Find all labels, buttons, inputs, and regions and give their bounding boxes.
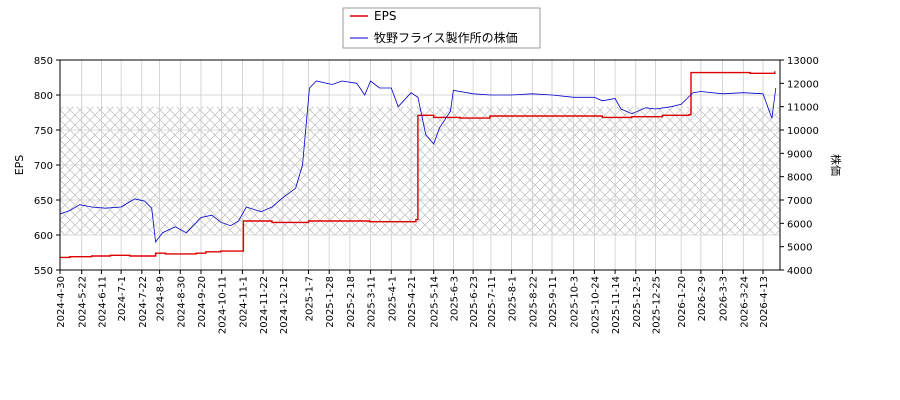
y-axis-left-label: EPS <box>13 155 26 176</box>
y-right-tick-label: 5000 <box>787 243 812 254</box>
y-right-tick-label: 11000 <box>787 103 819 114</box>
x-tick-label: 2026-4-13 <box>759 276 770 328</box>
x-tick-label: 2026-1-20 <box>677 276 688 328</box>
x-tick-label: 2024-8-9 <box>156 276 167 321</box>
x-tick-label: 2025-12-25 <box>652 276 663 334</box>
x-tick-label: 2025-10-3 <box>570 276 581 328</box>
y-right-tick-label: 9000 <box>787 149 812 160</box>
y-right-tick-label: 4000 <box>787 266 812 277</box>
hatched-band <box>60 106 780 236</box>
y-right-tick-label: 13000 <box>787 56 819 67</box>
x-tick-label: 2025-11-14 <box>611 276 622 334</box>
legend-box <box>342 7 541 49</box>
x-tick-label: 2024-7-22 <box>138 276 149 328</box>
x-tick-label: 2025-12-5 <box>632 276 643 328</box>
y-right-tick-label: 7000 <box>787 196 812 207</box>
y-right-tick-label: 6000 <box>787 219 812 230</box>
x-tick-label: 2025-10-24 <box>590 276 601 334</box>
x-tick-label: 2024-10-11 <box>218 276 229 334</box>
x-tick-label: 2026-2-9 <box>697 276 708 321</box>
y-left-tick-label: 750 <box>34 126 53 137</box>
x-tick-label: 2025-5-14 <box>430 276 441 328</box>
x-tick-label: 2025-6-23 <box>469 276 480 328</box>
y-left-tick-label: 850 <box>34 56 53 67</box>
y-right-tick-label: 12000 <box>787 79 819 90</box>
x-tick-label: 2025-4-1 <box>387 276 398 321</box>
y-left-tick-label: 650 <box>34 196 53 207</box>
legend-label-eps: EPS <box>374 9 396 23</box>
x-tick-label: 2025-2-18 <box>346 276 357 328</box>
x-tick-label: 2025-1-28 <box>325 276 336 328</box>
series-line-eps <box>60 71 776 259</box>
x-tick-label: 2024-5-22 <box>78 276 89 328</box>
x-tick-label: 2024-6-11 <box>97 276 108 328</box>
x-tick-label: 2025-8-1 <box>508 276 519 321</box>
x-tick-label: 2024-8-30 <box>176 276 187 328</box>
y-left-tick-label: 700 <box>34 161 53 172</box>
x-tick-label: 2025-8-22 <box>528 276 539 328</box>
y-axis-right-label: 株価 <box>829 154 843 176</box>
x-tick-label: 2024-7-1 <box>117 276 128 321</box>
y-left-tick-label: 600 <box>34 231 53 242</box>
x-tick-label: 2025-4-21 <box>407 276 418 328</box>
x-tick-label: 2024-11-1 <box>238 276 249 328</box>
legend: EPS 牧野フライス製作所の株価 <box>342 7 541 49</box>
x-tick-label: 2024-11-22 <box>259 276 270 334</box>
x-tick-label: 2025-1-7 <box>304 276 315 321</box>
y-right-tick-label: 8000 <box>787 173 812 184</box>
legend-label-stock-price: 牧野フライス製作所の株価 <box>374 30 518 45</box>
x-tick-label: 2026-3-24 <box>739 276 750 328</box>
x-tick-label: 2024-4-30 <box>56 276 67 328</box>
x-tick-label: 2024-12-12 <box>279 276 290 334</box>
x-tick-label: 2025-7-11 <box>487 276 498 328</box>
series-line-stock-price <box>59 80 777 244</box>
x-tick-label: 2026-3-3 <box>719 276 730 321</box>
x-tick-label: 2025-3-11 <box>367 276 378 328</box>
y-left-tick-label: 800 <box>34 91 53 102</box>
y-left-tick-label: 550 <box>34 266 53 277</box>
x-tick-label: 2025-6-3 <box>449 276 460 321</box>
y-right-tick-label: 10000 <box>787 126 819 137</box>
x-tick-label: 2024-9-20 <box>197 276 208 328</box>
x-tick-label: 2025-9-11 <box>548 276 559 328</box>
